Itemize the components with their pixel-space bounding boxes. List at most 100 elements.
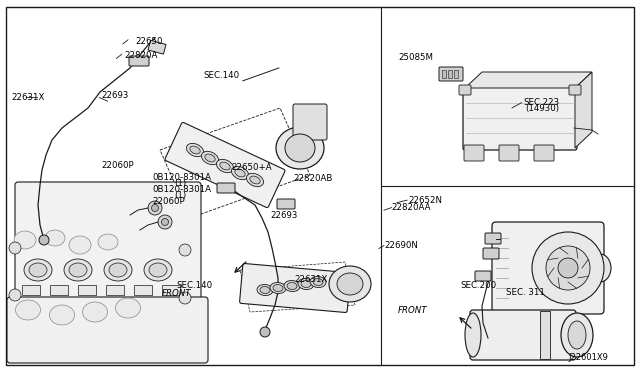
Ellipse shape <box>284 280 300 292</box>
Circle shape <box>260 327 270 337</box>
Text: FRONT: FRONT <box>398 306 428 315</box>
Ellipse shape <box>109 263 127 277</box>
Ellipse shape <box>115 298 141 318</box>
Ellipse shape <box>149 263 167 277</box>
Circle shape <box>161 218 168 225</box>
Ellipse shape <box>285 134 315 162</box>
Polygon shape <box>575 72 592 148</box>
Ellipse shape <box>186 143 204 157</box>
Ellipse shape <box>257 285 273 295</box>
Text: (14930): (14930) <box>525 104 559 113</box>
Text: 22631X: 22631X <box>294 275 328 284</box>
Ellipse shape <box>250 176 260 184</box>
Circle shape <box>179 292 191 304</box>
Ellipse shape <box>273 285 283 292</box>
Circle shape <box>532 232 604 304</box>
Text: 22820A: 22820A <box>124 51 157 60</box>
Ellipse shape <box>465 313 481 357</box>
Ellipse shape <box>98 234 118 250</box>
Text: 22631X: 22631X <box>12 93 45 102</box>
Text: 22060P: 22060P <box>101 161 134 170</box>
Bar <box>50 285 68 295</box>
Ellipse shape <box>276 127 324 169</box>
Ellipse shape <box>337 273 363 295</box>
Ellipse shape <box>589 254 611 282</box>
Ellipse shape <box>14 231 36 249</box>
FancyBboxPatch shape <box>483 248 499 259</box>
Text: SEC.140: SEC.140 <box>204 71 239 80</box>
Bar <box>448 70 452 78</box>
Circle shape <box>558 258 578 278</box>
Ellipse shape <box>313 279 323 286</box>
Ellipse shape <box>24 259 52 281</box>
Text: (1): (1) <box>174 179 186 188</box>
Polygon shape <box>465 72 592 88</box>
Ellipse shape <box>69 263 87 277</box>
Ellipse shape <box>298 279 314 289</box>
Text: J22601X9: J22601X9 <box>568 353 608 362</box>
FancyBboxPatch shape <box>277 199 295 209</box>
Circle shape <box>179 244 191 256</box>
Bar <box>162 285 180 295</box>
Bar <box>540 311 550 359</box>
FancyBboxPatch shape <box>492 222 604 314</box>
Circle shape <box>9 242 21 254</box>
FancyBboxPatch shape <box>7 297 208 363</box>
Text: SEC. 311: SEC. 311 <box>506 288 545 296</box>
Ellipse shape <box>104 259 132 281</box>
Text: (1): (1) <box>174 191 186 200</box>
Ellipse shape <box>260 286 270 294</box>
Text: 22060P: 22060P <box>152 197 185 206</box>
Ellipse shape <box>220 162 230 170</box>
Text: 22820AA: 22820AA <box>392 203 431 212</box>
FancyBboxPatch shape <box>165 122 285 208</box>
FancyBboxPatch shape <box>217 183 235 193</box>
Text: 22650: 22650 <box>136 37 163 46</box>
FancyBboxPatch shape <box>463 86 577 150</box>
FancyBboxPatch shape <box>470 310 576 360</box>
Ellipse shape <box>49 305 74 325</box>
Ellipse shape <box>329 266 371 302</box>
Ellipse shape <box>15 300 40 320</box>
Ellipse shape <box>301 280 311 288</box>
Ellipse shape <box>232 166 248 180</box>
Circle shape <box>9 289 21 301</box>
Ellipse shape <box>235 169 245 177</box>
Text: 22820AB: 22820AB <box>293 174 333 183</box>
FancyBboxPatch shape <box>475 271 491 281</box>
Text: SEC.223: SEC.223 <box>524 98 559 107</box>
FancyBboxPatch shape <box>485 233 501 244</box>
FancyBboxPatch shape <box>239 263 350 312</box>
FancyBboxPatch shape <box>15 182 201 323</box>
Text: 22652N: 22652N <box>408 196 442 205</box>
Ellipse shape <box>64 259 92 281</box>
Ellipse shape <box>270 282 286 294</box>
FancyBboxPatch shape <box>129 56 149 66</box>
FancyBboxPatch shape <box>499 145 519 161</box>
Text: 22690N: 22690N <box>384 241 418 250</box>
Text: 22650+A: 22650+A <box>232 163 272 172</box>
Circle shape <box>158 215 172 229</box>
Ellipse shape <box>287 282 297 289</box>
Bar <box>134 285 152 295</box>
Ellipse shape <box>205 154 215 162</box>
FancyBboxPatch shape <box>293 104 327 140</box>
Text: 25085M: 25085M <box>398 53 433 62</box>
Text: 0B120-8301A: 0B120-8301A <box>152 185 211 194</box>
Bar <box>442 70 446 78</box>
Text: 22693: 22693 <box>101 92 129 100</box>
Ellipse shape <box>310 276 326 288</box>
Ellipse shape <box>83 302 108 322</box>
Ellipse shape <box>29 263 47 277</box>
FancyBboxPatch shape <box>569 85 581 95</box>
Bar <box>22 285 40 295</box>
Text: SEC.140: SEC.140 <box>176 281 212 290</box>
FancyBboxPatch shape <box>459 85 471 95</box>
Text: 22693: 22693 <box>270 211 298 220</box>
Bar <box>148 40 166 54</box>
FancyBboxPatch shape <box>464 145 484 161</box>
Circle shape <box>39 235 49 245</box>
Text: SEC.200: SEC.200 <box>461 281 497 290</box>
Circle shape <box>546 246 590 290</box>
Text: FRONT: FRONT <box>161 289 191 298</box>
